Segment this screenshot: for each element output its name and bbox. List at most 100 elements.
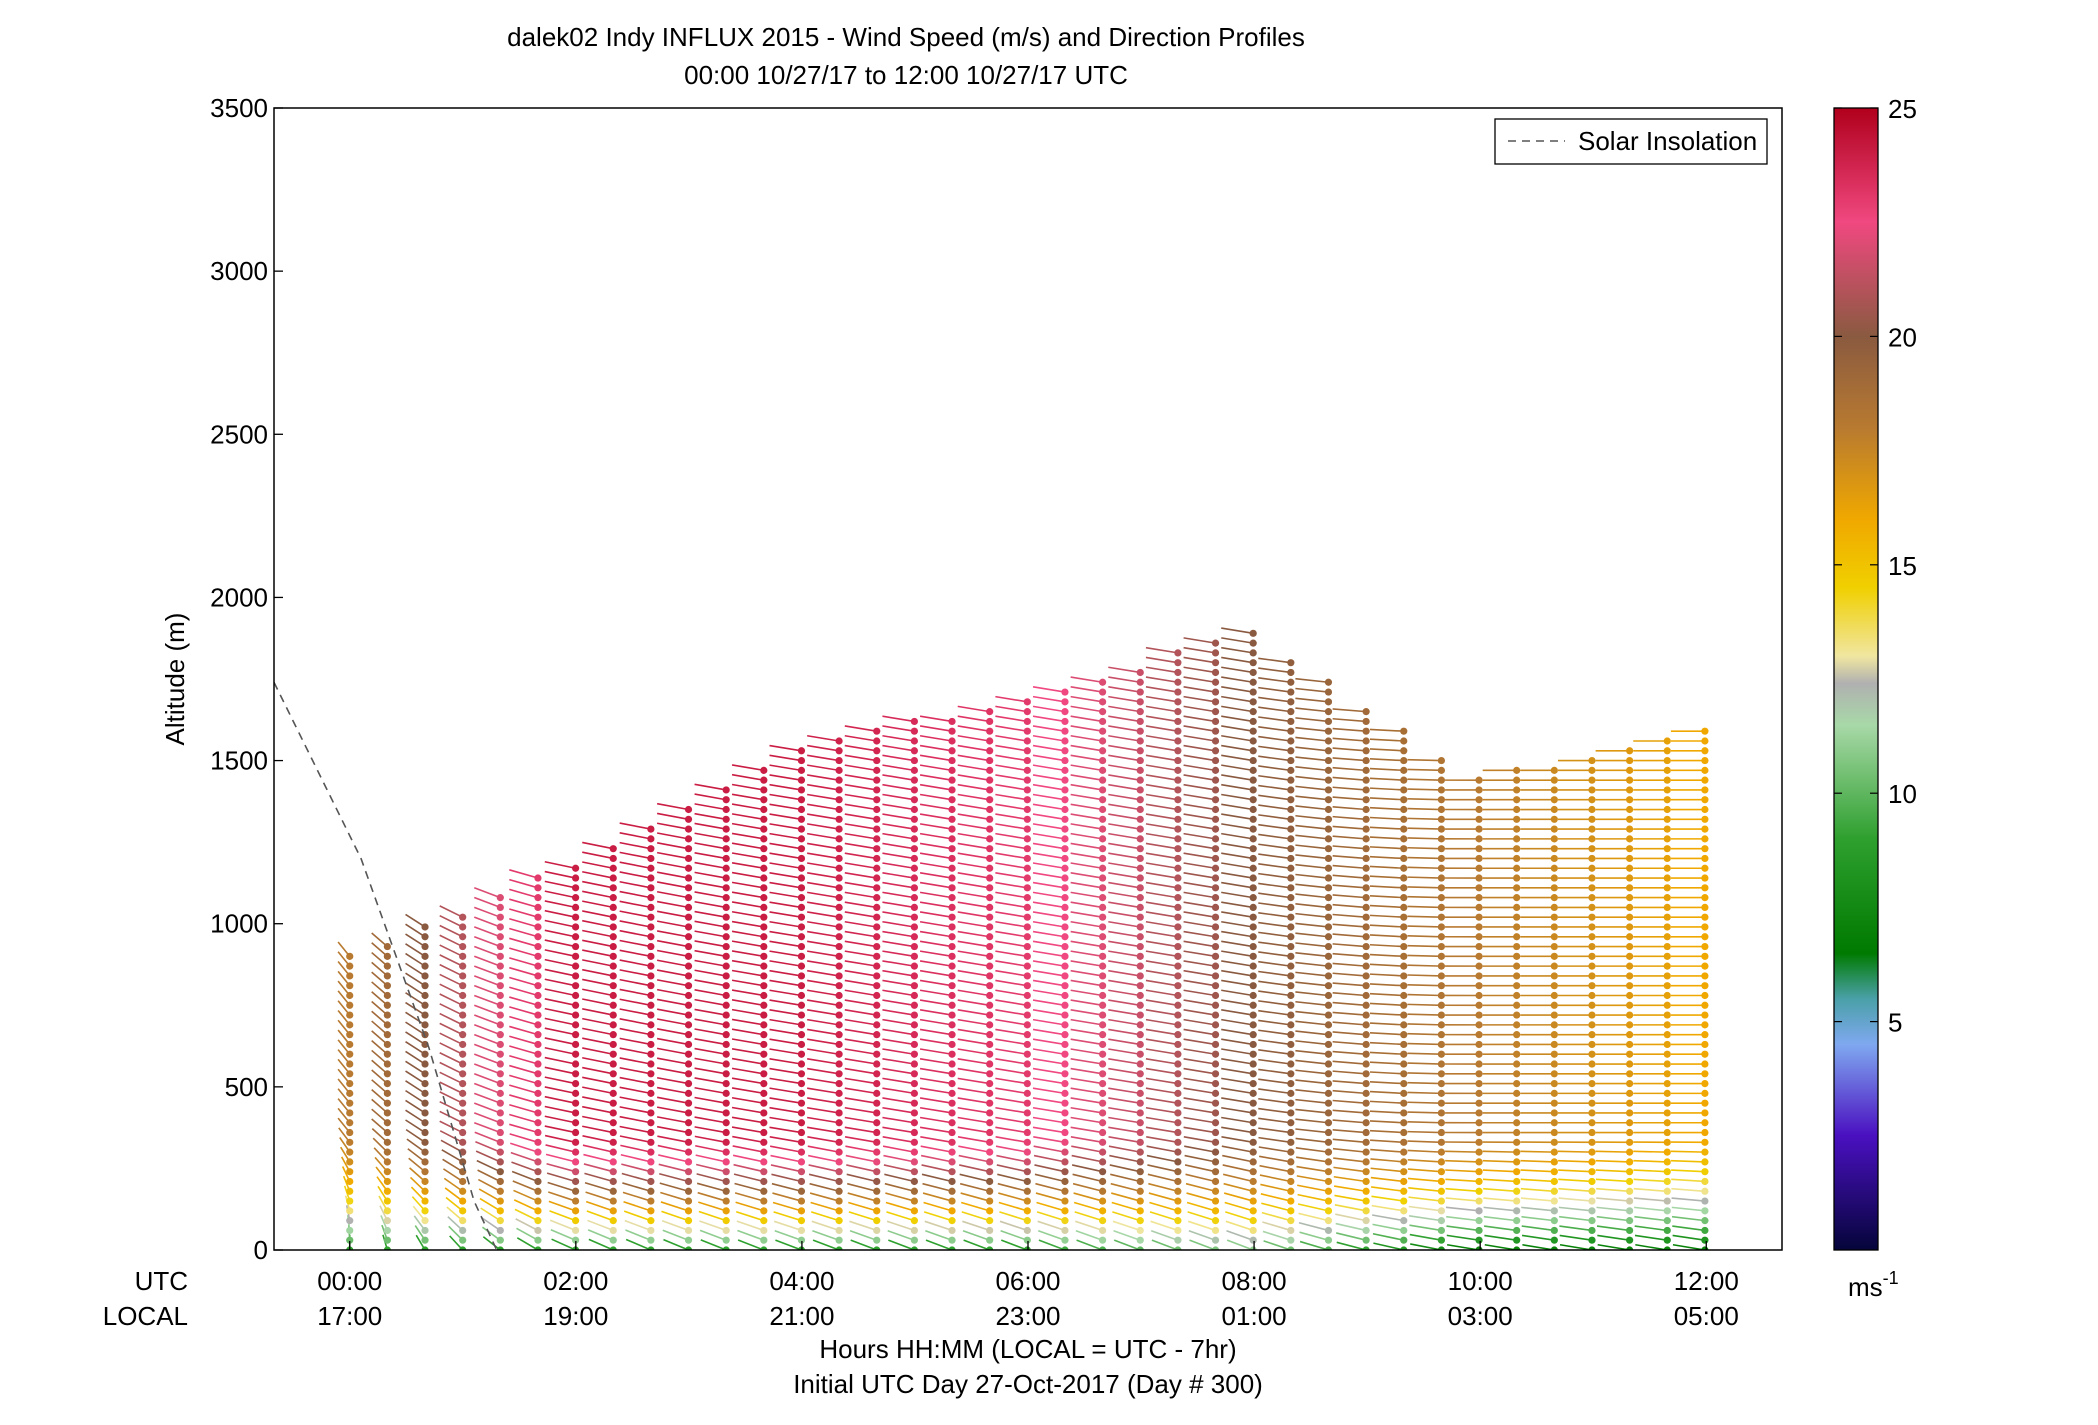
wind-barb (1372, 1223, 1404, 1232)
wind-barb (619, 861, 652, 870)
wind-point (647, 845, 655, 853)
wind-point (346, 1001, 354, 1009)
wind-point (948, 727, 956, 735)
wind-barb (1484, 1243, 1517, 1250)
wind-point (609, 884, 617, 892)
wind-barb (694, 1126, 727, 1134)
wind-point (421, 1158, 429, 1166)
wind-point (797, 962, 806, 970)
wind-point (1550, 894, 1558, 902)
wind-point (1513, 894, 1521, 902)
wind-point (1099, 933, 1107, 941)
wind-point (1099, 708, 1107, 716)
wind-barb (1070, 1057, 1103, 1065)
wind-point (873, 835, 881, 843)
wind-barb (1558, 1178, 1593, 1183)
wind-point (1099, 1128, 1107, 1137)
wind-point (1099, 717, 1107, 726)
wind-point (986, 1177, 994, 1186)
wind-barb (1221, 911, 1254, 918)
wind-barb (1032, 1057, 1066, 1065)
wind-barb (1522, 1243, 1555, 1250)
wind-point (1287, 982, 1295, 990)
wind-point (1324, 1158, 1333, 1166)
wind-barb (1595, 1159, 1630, 1163)
wind-barb (516, 1237, 539, 1250)
wind-point (760, 1177, 768, 1186)
wind-barb (694, 1116, 727, 1124)
wind-point (1211, 1089, 1220, 1097)
wind-barb (919, 754, 953, 762)
wind-point (684, 835, 693, 843)
wind-point (1701, 1050, 1709, 1058)
wind-point (1174, 1226, 1182, 1235)
wind-barb (1407, 1140, 1442, 1144)
wind-point (421, 933, 429, 941)
colorbar-tick-label: 5 (1888, 1008, 1902, 1038)
wind-point (873, 942, 881, 951)
wind-point (1400, 1187, 1408, 1195)
wind-point (459, 1060, 467, 1068)
wind-point (1626, 972, 1634, 980)
wind-barb (1634, 1206, 1668, 1212)
wind-barb (1258, 1009, 1291, 1016)
wind-point (1437, 756, 1445, 765)
wind-point (1663, 1197, 1671, 1205)
wind-point (684, 1148, 693, 1156)
wind-barb (1108, 950, 1141, 958)
wind-point (572, 1060, 580, 1068)
wind-barb (769, 960, 802, 967)
wind-point (684, 1246, 693, 1250)
wind-barb (1070, 969, 1103, 977)
wind-point (1362, 1246, 1370, 1250)
wind-barb (1370, 1158, 1404, 1163)
wind-barb (1407, 788, 1442, 791)
wind-barb (886, 1220, 915, 1232)
wind-barb (733, 1163, 764, 1173)
wind-barb (1407, 1101, 1442, 1104)
wind-point (1324, 796, 1333, 804)
wind-point (1701, 1099, 1709, 1107)
wind-barb (1559, 1243, 1593, 1250)
wind-point (684, 1187, 693, 1195)
wind-point (1626, 805, 1634, 814)
wind-barb (882, 1028, 915, 1036)
wind-point (459, 1109, 467, 1117)
wind-barb (1672, 1243, 1706, 1250)
wind-point (1287, 854, 1295, 863)
wind-barb (1482, 1159, 1517, 1163)
wind-barb (694, 803, 727, 811)
wind-point (1588, 796, 1596, 804)
wind-barb (1183, 695, 1216, 703)
wind-point (835, 1099, 843, 1107)
wind-point (797, 1158, 806, 1166)
wind-barb (662, 1229, 689, 1241)
wind-point (1023, 1168, 1031, 1176)
wind-point (1099, 825, 1107, 833)
wind-point (1099, 678, 1107, 686)
wind-point (1513, 1021, 1521, 1029)
wind-barb (919, 1106, 953, 1114)
wind-barb (1108, 930, 1141, 938)
wind-point (1287, 1001, 1295, 1009)
wind-point (1475, 1109, 1483, 1117)
wind-point (835, 1060, 843, 1068)
wind-point (1550, 942, 1558, 951)
wind-point (572, 1070, 580, 1078)
wind-barb (1407, 905, 1442, 909)
wind-barb (995, 1057, 1028, 1065)
wind-point (496, 1021, 504, 1029)
wind-point (383, 1109, 391, 1117)
wind-barb (1070, 725, 1103, 732)
wind-point (647, 1246, 655, 1250)
wind-barb (1183, 979, 1216, 987)
wind-point (873, 972, 881, 980)
wind-barb (847, 1182, 877, 1193)
wind-point (459, 933, 467, 941)
wind-point (1626, 1207, 1634, 1215)
wind-barb (1183, 891, 1216, 899)
wind-barb (1221, 754, 1254, 762)
wind-point (1136, 1177, 1144, 1186)
wind-barb (844, 969, 877, 977)
wind-barb (1070, 1048, 1103, 1056)
